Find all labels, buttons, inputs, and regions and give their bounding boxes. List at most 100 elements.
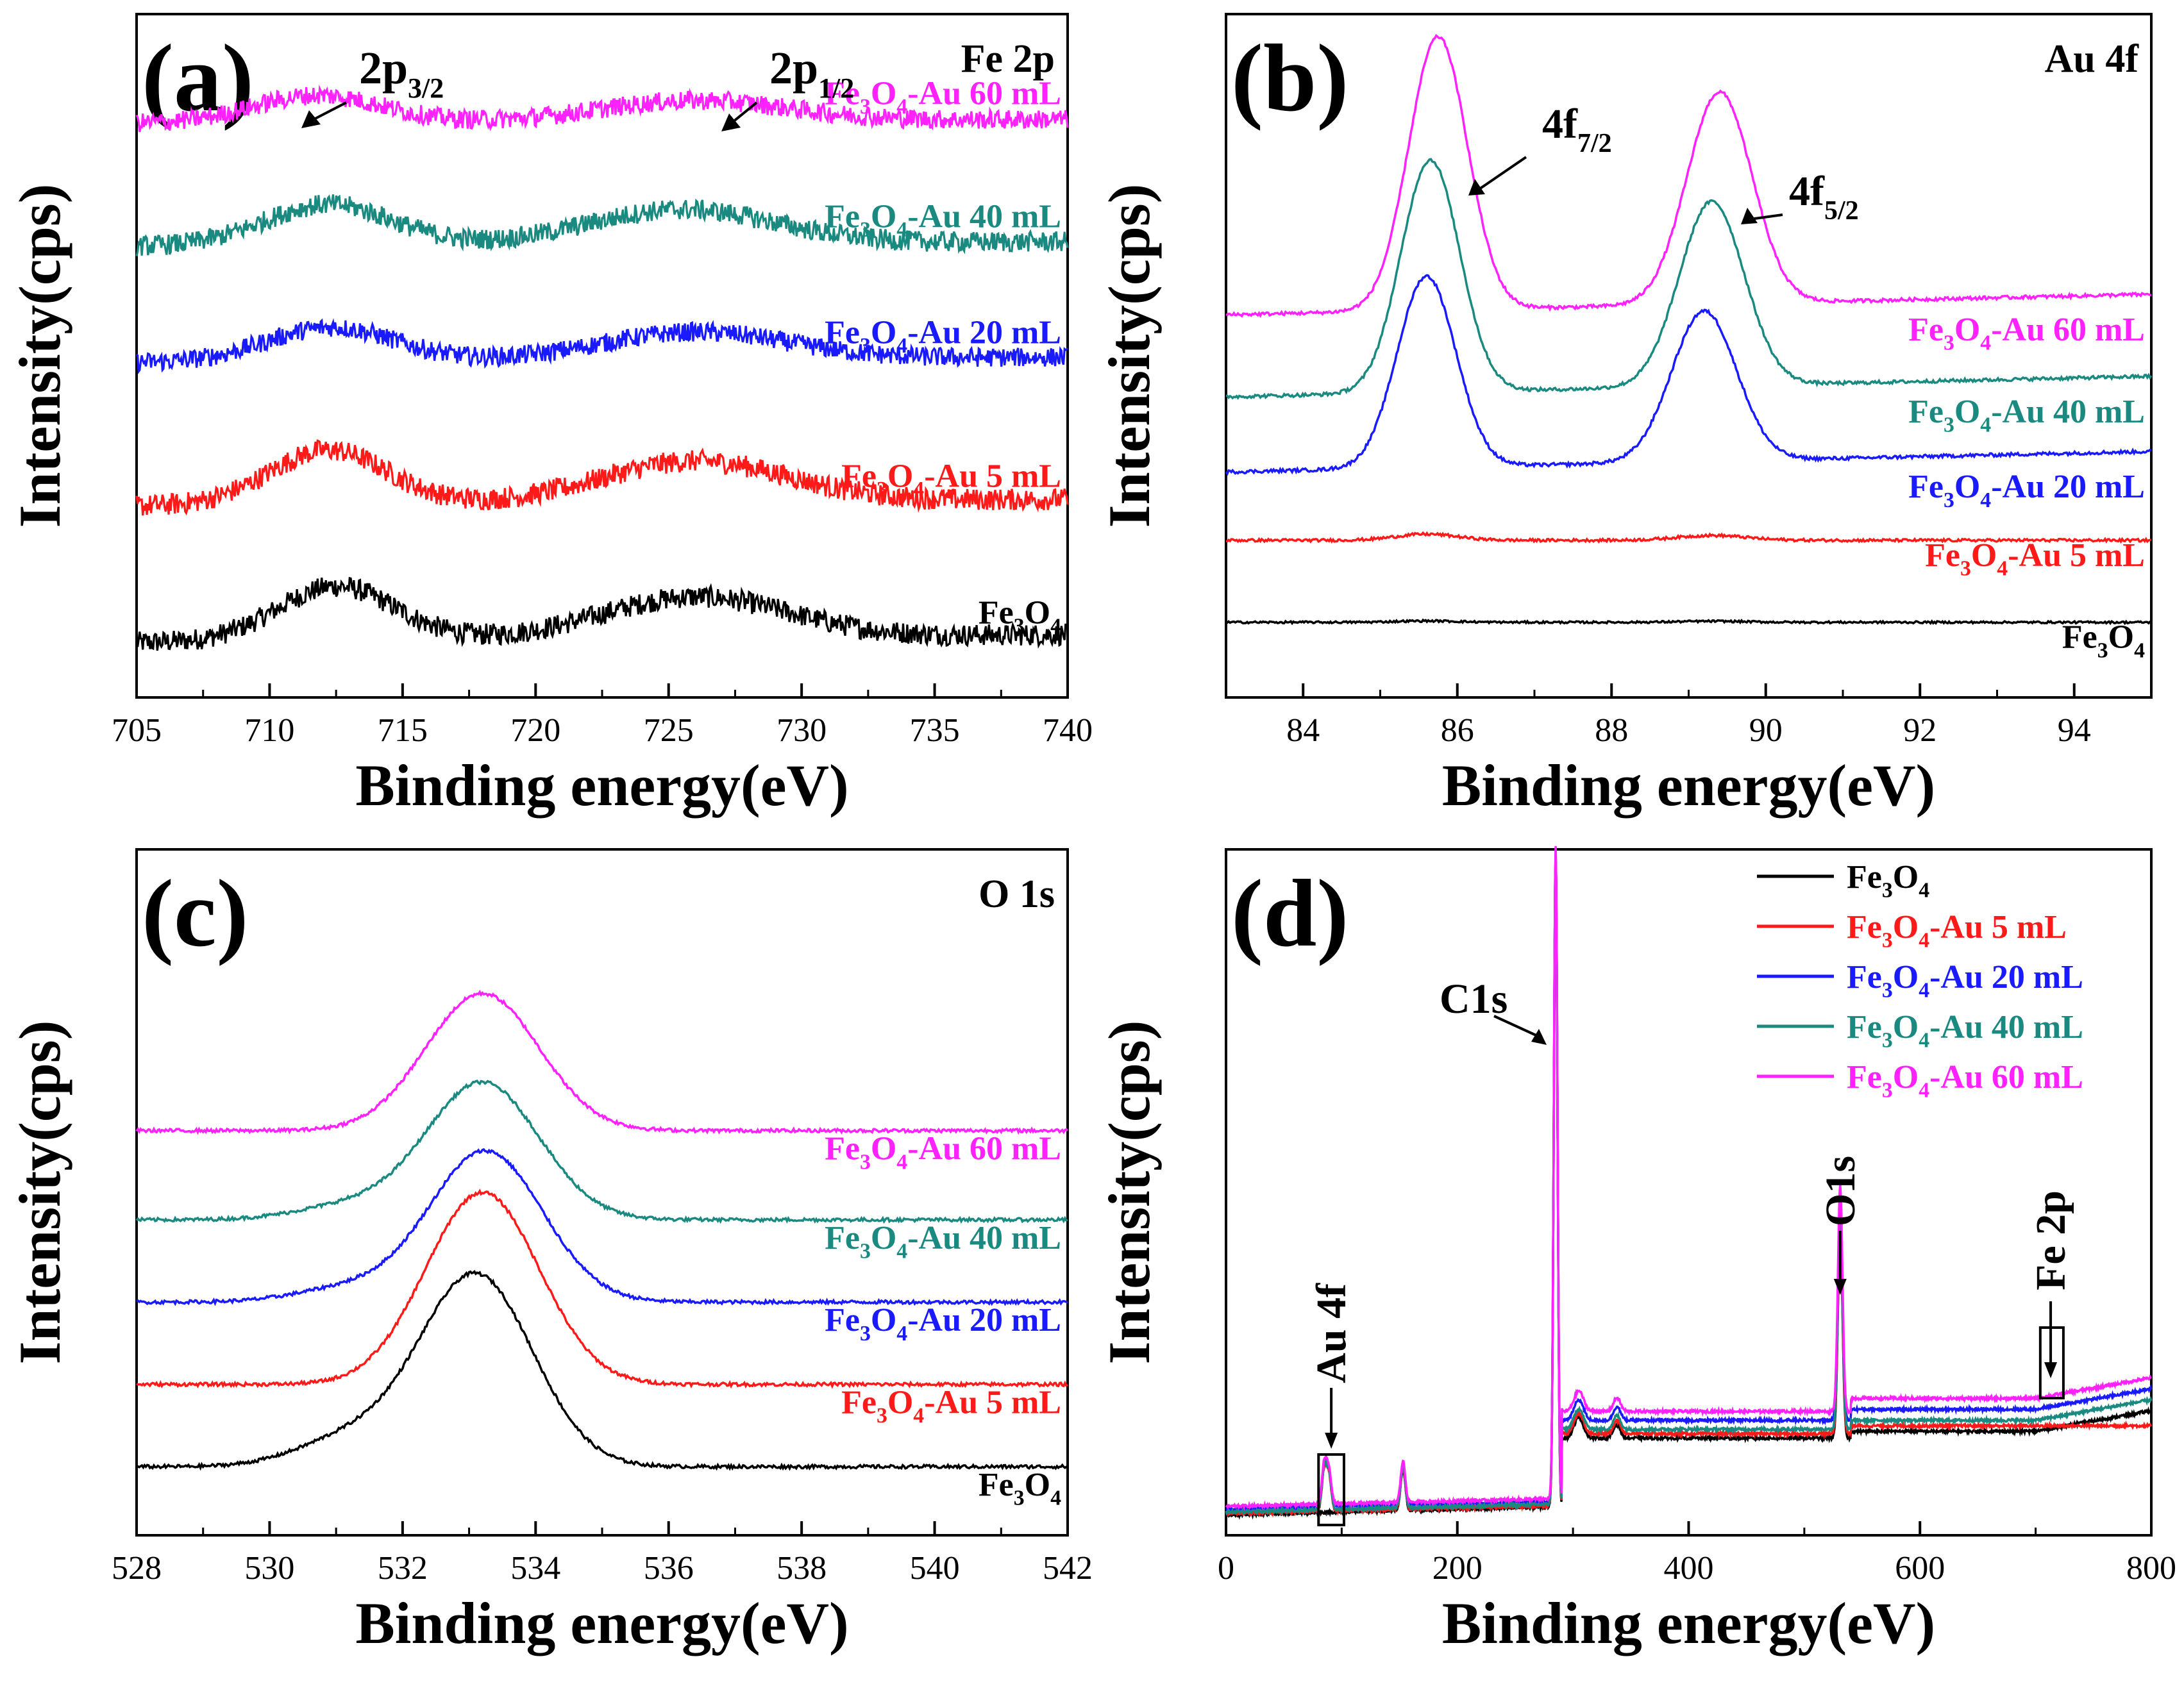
x-axis-label: Binding energy(eV) [1442, 1590, 1935, 1656]
peak-annotation-0: 2p3/2 [359, 42, 444, 104]
series-line-1 [135, 439, 1069, 516]
panel-label: (b) [1231, 25, 1348, 131]
annotation-arrowhead-1 [721, 113, 741, 131]
annotation-arrowhead-0 [301, 110, 321, 128]
panel-label: (c) [142, 860, 248, 967]
x-tick-label: 542 [1043, 1550, 1093, 1587]
x-tick-label: 538 [777, 1550, 827, 1587]
x-tick-label: 720 [510, 712, 560, 749]
x-tick-label: 710 [244, 712, 294, 749]
x-tick-label: 735 [910, 712, 960, 749]
peak-annotation-fe2p: Fe 2p [2028, 1190, 2074, 1290]
series-line-3 [135, 194, 1069, 256]
series-line-3 [1225, 851, 2153, 1517]
panel-d-survey: 0 200 400 600 800 Binding energy(eV) Intensity… [1096, 846, 2176, 1656]
series-line-2 [135, 318, 1069, 375]
legend-label-3: Fe3O4-Au 40 mL [1847, 1009, 2083, 1053]
series-line-3 [135, 1080, 1068, 1224]
x-axis-label: Binding energy(eV) [1442, 753, 1935, 818]
annotation-arrowhead-1 [1741, 208, 1758, 224]
x-tick-label: 200 [1432, 1550, 1483, 1587]
x-tick-label: 725 [644, 712, 694, 749]
x-tick-label: 400 [1664, 1550, 1714, 1587]
y-axis-label: Intensity(cps) [7, 184, 72, 528]
annotation-arrowhead-o1s [1833, 1279, 1847, 1295]
x-tick-label: 600 [1895, 1550, 1945, 1587]
series-line-2 [1225, 274, 2152, 476]
series-label-2: Fe3O4-Au 20 mL [825, 1302, 1061, 1346]
panel-b-au4f: 84 86 88 90 92 94 Binding energy(eV) Intensity(… [1096, 13, 2153, 818]
series-line-0 [135, 576, 1069, 651]
series-label-0: Fe3O4 [979, 1467, 1061, 1510]
x-tick-label: 540 [910, 1550, 960, 1587]
annotation-arrowhead-fe2p [2044, 1362, 2058, 1378]
series-label-1: Fe3O4-Au 5 mL [841, 458, 1061, 502]
x-tick-label: 94 [2058, 712, 2091, 749]
series-label-1: Fe3O4-Au 5 mL [841, 1385, 1061, 1428]
x-axis-label: Binding energy(eV) [355, 1590, 848, 1656]
series-line-2 [136, 1148, 1069, 1306]
legend-label-0: Fe3O4 [1847, 859, 1929, 903]
annotation-arrow-0 [1476, 156, 1527, 192]
panel-label: (d) [1231, 860, 1348, 967]
panel-title: O 1s [979, 872, 1055, 916]
series-label-4: Fe3O4-Au 60 mL [825, 76, 1061, 119]
annotation-arrowhead-au4f [1325, 1433, 1338, 1449]
annotation-arrowhead-c1s [1531, 1029, 1547, 1045]
series-line-1 [1225, 855, 2153, 1518]
series-line-1 [135, 1188, 1068, 1389]
series-line-0 [1225, 855, 2152, 1521]
y-axis-label: Intensity(cps) [7, 1021, 72, 1365]
x-tick-label: 528 [112, 1550, 162, 1587]
peak-annotation-o1s: O1s [1817, 1156, 1864, 1226]
series-label-3: Fe3O4-Au 40 mL [825, 1220, 1061, 1263]
annotation-arrow-1 [1749, 213, 1783, 221]
series-line-3 [1225, 158, 2153, 400]
series-label-3: Fe3O4-Au 40 mL [825, 198, 1061, 242]
series-line-4 [1225, 846, 2152, 1511]
x-tick-label: 705 [112, 712, 162, 749]
panel-a-fe2p: 705 710 715 720 725 730 735 740 Binding energy(e… [7, 13, 1093, 818]
legend-label-2: Fe3O4-Au 20 mL [1847, 959, 2083, 1003]
legend-label-4: Fe3O4-Au 60 mL [1847, 1059, 2083, 1103]
peak-annotation-1: 4f5/2 [1789, 168, 1859, 226]
series-label-4: Fe3O4-Au 60 mL [1908, 312, 2145, 355]
peak-annotation-1: 2p1/2 [769, 42, 854, 104]
annotation-arrow-c1s [1493, 1015, 1541, 1038]
panel-title: Au 4f [2045, 37, 2140, 81]
annotation-box-0 [1317, 1453, 1345, 1526]
annotation-arrowhead-0 [1468, 179, 1485, 196]
x-tick-label: 536 [644, 1550, 694, 1587]
series-line-0 [1225, 618, 2152, 626]
plot-frame [1225, 13, 2153, 699]
series-line-1 [1225, 531, 2152, 544]
series-label-2: Fe3O4-Au 20 mL [825, 315, 1061, 358]
series-line-4 [1225, 33, 2152, 318]
y-axis-label: Intensity(cps) [1096, 184, 1162, 528]
x-tick-label: 740 [1043, 712, 1093, 749]
x-tick-label: 534 [510, 1550, 560, 1587]
series-label-1: Fe3O4-Au 5 mL [1925, 537, 2145, 581]
series-label-2: Fe3O4-Au 20 mL [1908, 469, 2145, 512]
x-axis-label: Binding energy(eV) [355, 753, 848, 818]
peak-annotation-0: 4f7/2 [1542, 101, 1612, 158]
x-tick-label: 86 [1441, 712, 1474, 749]
x-tick-label: 88 [1595, 712, 1628, 749]
panel-c-o1s: 528 530 532 534 536 538 540 542 Binding energy(e… [7, 848, 1093, 1656]
x-tick-label: 532 [378, 1550, 428, 1587]
x-tick-label: 730 [777, 712, 827, 749]
plot-frame [135, 848, 1069, 1537]
y-axis-label: Intensity(cps) [1096, 1021, 1162, 1365]
x-tick-label: 530 [244, 1550, 294, 1587]
x-tick-label: 84 [1286, 712, 1320, 749]
series-line-0 [135, 1269, 1068, 1471]
series-line-2 [1225, 848, 2153, 1515]
panel-title: Fe 2p [961, 37, 1055, 81]
x-tick-label: 0 [1218, 1550, 1234, 1587]
x-tick-label: 90 [1749, 712, 1783, 749]
peak-annotation-c1s: C1s [1440, 976, 1508, 1022]
x-tick-label: 715 [378, 712, 428, 749]
series-label-0: Fe3O4 [2062, 619, 2145, 663]
series-line-4 [135, 990, 1069, 1135]
